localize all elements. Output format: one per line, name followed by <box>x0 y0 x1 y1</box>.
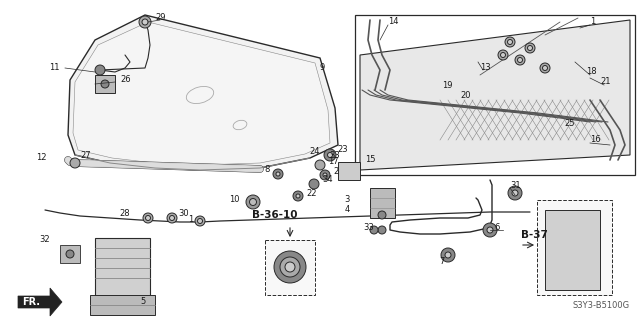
Text: 22: 22 <box>306 189 317 197</box>
Polygon shape <box>68 15 338 170</box>
Polygon shape <box>360 20 630 170</box>
Text: 34: 34 <box>322 175 333 184</box>
Text: 21: 21 <box>600 78 611 86</box>
Circle shape <box>66 250 74 258</box>
Bar <box>545 210 600 290</box>
Bar <box>370 188 395 218</box>
Text: 19: 19 <box>442 80 453 90</box>
Text: 2: 2 <box>333 167 339 176</box>
Text: 33: 33 <box>364 224 374 233</box>
Circle shape <box>280 257 300 277</box>
Text: 27: 27 <box>80 151 91 160</box>
Circle shape <box>540 63 550 73</box>
Circle shape <box>139 16 151 28</box>
Text: 8: 8 <box>264 166 270 174</box>
Text: 4: 4 <box>345 205 350 214</box>
Circle shape <box>483 223 497 237</box>
Circle shape <box>515 55 525 65</box>
Circle shape <box>198 219 202 224</box>
Text: 1: 1 <box>590 18 595 26</box>
Text: 10: 10 <box>230 196 240 204</box>
Circle shape <box>167 213 177 223</box>
Text: 6: 6 <box>495 224 500 233</box>
Circle shape <box>441 248 455 262</box>
Bar <box>90 295 155 315</box>
Bar <box>537 200 612 295</box>
Circle shape <box>315 160 325 170</box>
Circle shape <box>273 169 283 179</box>
Circle shape <box>445 252 451 258</box>
Text: 32: 32 <box>40 235 50 244</box>
Circle shape <box>505 37 515 47</box>
Text: 3: 3 <box>344 196 350 204</box>
Text: 13: 13 <box>480 63 491 72</box>
Circle shape <box>370 226 378 234</box>
Bar <box>95 75 115 93</box>
Circle shape <box>512 190 518 196</box>
Bar <box>265 240 315 295</box>
Circle shape <box>500 53 506 57</box>
Circle shape <box>378 226 386 234</box>
Bar <box>338 162 360 180</box>
Text: 23: 23 <box>337 145 348 154</box>
Text: 18: 18 <box>586 68 596 77</box>
Circle shape <box>525 43 535 53</box>
Text: 33: 33 <box>329 151 340 160</box>
Circle shape <box>276 172 280 176</box>
Text: 30: 30 <box>178 210 189 219</box>
Circle shape <box>170 216 175 220</box>
Circle shape <box>70 158 80 168</box>
Circle shape <box>101 80 109 88</box>
Text: 17: 17 <box>328 158 339 167</box>
Text: 20: 20 <box>460 91 470 100</box>
Circle shape <box>309 179 319 189</box>
Circle shape <box>145 216 150 220</box>
Bar <box>95 238 150 298</box>
Circle shape <box>142 19 148 25</box>
Circle shape <box>274 251 306 283</box>
Circle shape <box>143 213 153 223</box>
Circle shape <box>293 191 303 201</box>
Text: 29: 29 <box>155 12 166 21</box>
Text: 12: 12 <box>36 153 47 162</box>
Circle shape <box>320 170 330 180</box>
Circle shape <box>328 152 333 158</box>
Circle shape <box>250 198 257 205</box>
Circle shape <box>246 195 260 209</box>
Text: 1: 1 <box>188 216 193 225</box>
Text: B-37: B-37 <box>521 230 548 240</box>
Bar <box>60 245 80 263</box>
Circle shape <box>296 194 300 198</box>
Text: 25: 25 <box>564 118 575 128</box>
Text: 31: 31 <box>510 181 520 189</box>
Text: 16: 16 <box>590 136 600 145</box>
Polygon shape <box>18 288 62 316</box>
Text: 11: 11 <box>49 63 60 72</box>
Circle shape <box>378 211 386 219</box>
Circle shape <box>498 50 508 60</box>
Text: 24: 24 <box>310 147 320 157</box>
Text: 26: 26 <box>120 76 131 85</box>
Circle shape <box>487 227 493 233</box>
Text: S3Y3-B5100G: S3Y3-B5100G <box>573 301 630 310</box>
Text: B-36-10: B-36-10 <box>252 210 298 220</box>
Text: 14: 14 <box>388 18 399 26</box>
Circle shape <box>527 46 532 50</box>
Circle shape <box>285 262 295 272</box>
Text: 7: 7 <box>440 257 445 266</box>
Circle shape <box>323 173 327 177</box>
Text: 5: 5 <box>140 298 145 307</box>
Circle shape <box>508 186 522 200</box>
Circle shape <box>543 65 547 70</box>
Circle shape <box>324 149 336 161</box>
Text: 28: 28 <box>120 210 130 219</box>
Text: 9: 9 <box>320 63 325 72</box>
Circle shape <box>508 40 513 44</box>
Polygon shape <box>73 22 330 165</box>
Circle shape <box>95 65 105 75</box>
Circle shape <box>195 216 205 226</box>
Circle shape <box>518 57 522 63</box>
Text: FR.: FR. <box>22 297 40 307</box>
Text: 15: 15 <box>365 155 376 165</box>
